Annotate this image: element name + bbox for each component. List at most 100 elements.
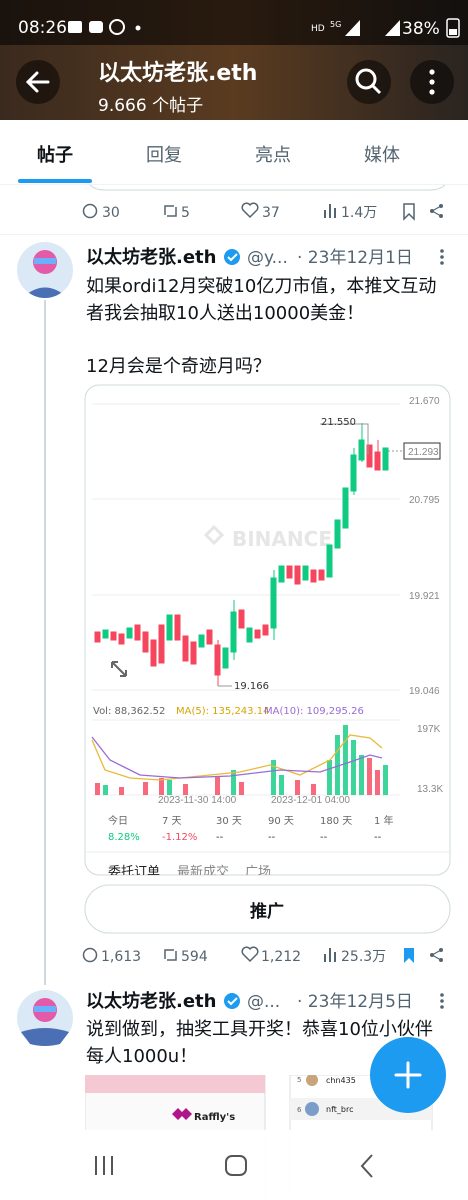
chart-image[interactable]: BINANCE 21.550 19.166 21.670 21.293 20.7… [84,384,451,880]
shape [95,783,100,795]
period-change: -- [374,832,382,843]
shape [215,776,220,795]
time: 08:26 [18,18,67,38]
shape [206,629,213,645]
shape [294,565,301,585]
shape [91,736,383,779]
tab[interactable]: 回复 [146,145,182,166]
compose-button[interactable] [370,1037,446,1113]
entry-name: chn435 [326,1076,356,1085]
shape [174,614,181,641]
shape [440,1005,444,1009]
repost-count: 5 [181,205,190,221]
entry-name: nft_brc [326,1105,353,1114]
shape [111,661,127,677]
image-tab: 最新成交 [177,864,229,880]
price-label: 19.921 [409,591,440,602]
ma10: MA(10): 109,295.26 [264,706,364,717]
shape [385,20,400,36]
rank: 5 [297,1076,301,1084]
shape [334,519,341,549]
shape [241,202,259,219]
shape [262,624,269,636]
home-button[interactable] [225,1155,247,1176]
author-name: 以太坊老张.eth [86,990,216,1012]
shape [342,487,349,529]
post-text: 说到做到，抽奖工具开奖！恭喜10位小伙伴 [86,1019,433,1040]
shape [241,946,259,963]
period-change: 8.28% [108,832,140,843]
shape [34,258,56,264]
shape [324,204,336,218]
back-nav-button[interactable] [360,1154,373,1178]
tab[interactable]: 媒体 [364,145,400,166]
shape [164,205,177,217]
previous-stats: 30 5 37 1.4万 [82,202,443,221]
shape [367,758,372,795]
post-text: 12月会是个奇迹月吗？ [86,356,271,377]
shape [119,787,124,795]
shape [371,84,382,95]
shape [109,19,125,35]
price-label: 21.293 [408,447,439,458]
shape [135,25,141,31]
shape [134,624,141,641]
shape [239,782,244,795]
shape [295,780,300,795]
avatar[interactable] [17,990,73,1046]
shape [440,249,444,253]
search-button[interactable] [347,60,391,104]
avatar[interactable] [17,242,73,300]
shape [102,423,389,669]
shape [429,79,435,85]
shape [82,203,98,219]
shape [85,1075,265,1093]
shape [190,641,197,665]
shape [403,442,441,460]
price-label: 19.046 [409,686,440,697]
shape [0,184,468,185]
shape [182,635,189,662]
reply-count: 30 [102,205,120,221]
high-label: 21.550 [321,417,356,428]
shape [355,68,377,90]
shape: BINANCE 21.550 19.166 21.670 21.293 20.7… [85,396,450,880]
shape [305,1102,319,1116]
promote-button[interactable] [84,884,451,934]
shape [89,21,103,33]
shape [227,997,238,1006]
shape [286,565,293,579]
period: 180 天 [320,816,352,827]
shape [394,1061,422,1089]
header: 以太坊老张.eth 9.666 个帖子 [16,60,454,116]
shape [167,780,172,795]
period-change: -1.12% [162,832,197,843]
handle: @... [247,992,280,1012]
shape [306,1075,318,1086]
shape [429,89,435,95]
shape [382,447,389,471]
volume-label: 197K [417,724,441,735]
shape [34,1006,56,1012]
recents-button[interactable] [95,1156,113,1175]
shape [91,734,383,781]
shape [95,758,380,795]
shape [172,1108,192,1120]
shape [335,735,340,795]
shape [126,627,133,639]
shape [0,234,468,235]
shape [327,760,332,795]
shape [238,609,245,629]
tab[interactable]: 亮点 [255,145,291,166]
period: 1 年 [374,814,394,827]
tab[interactable]: 帖子 [37,144,73,166]
author-name: 以太坊老张.eth [86,246,216,268]
view-count: 1.4万 [341,205,377,221]
high-marker [320,423,369,455]
like-count: 1,212 [261,949,301,965]
promote-label: 推广 [250,901,284,922]
shape [302,565,309,581]
shape [246,627,253,643]
period: 90 天 [268,816,294,827]
date: · 23年12月1日 [297,248,413,268]
